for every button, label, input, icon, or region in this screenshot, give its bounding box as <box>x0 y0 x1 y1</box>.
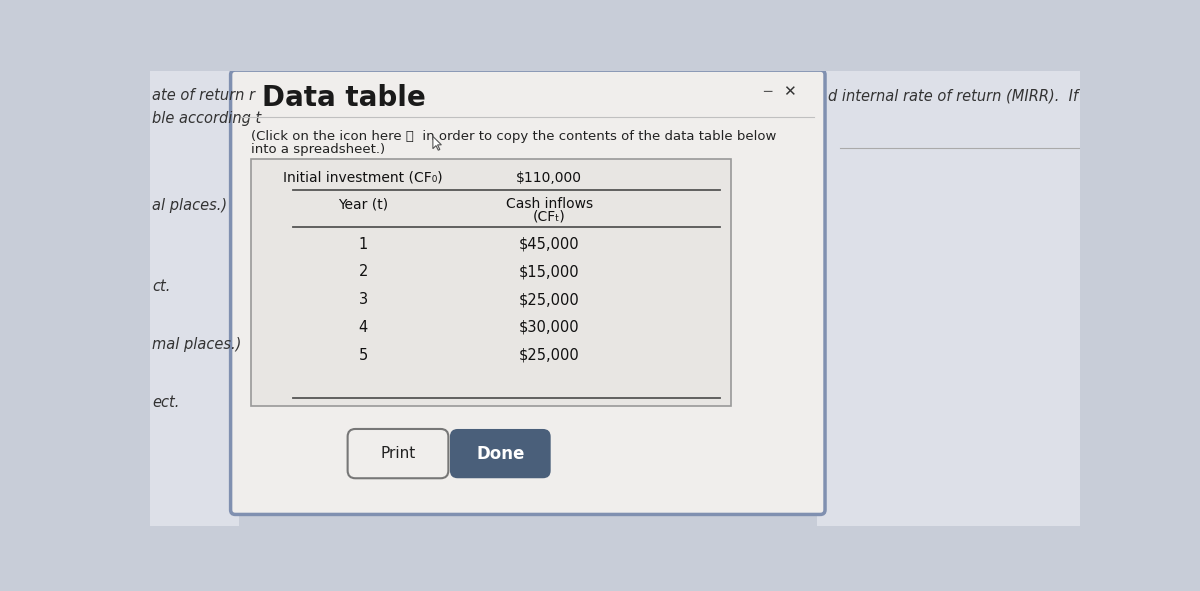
Text: (CFₜ): (CFₜ) <box>533 209 565 223</box>
Text: 4: 4 <box>359 320 367 335</box>
Text: Initial investment (CF₀): Initial investment (CF₀) <box>283 171 443 185</box>
Text: ect.: ect. <box>152 395 180 410</box>
Text: $25,000: $25,000 <box>518 292 580 307</box>
Text: Cash inflows: Cash inflows <box>505 197 593 211</box>
Text: $25,000: $25,000 <box>518 348 580 362</box>
FancyBboxPatch shape <box>230 70 826 514</box>
Text: mal places.): mal places.) <box>152 337 241 352</box>
Text: Print: Print <box>380 446 415 461</box>
Text: 3: 3 <box>359 292 367 307</box>
Text: $15,000: $15,000 <box>518 264 580 280</box>
FancyBboxPatch shape <box>150 71 239 526</box>
Text: $30,000: $30,000 <box>518 320 580 335</box>
Text: ─: ─ <box>763 85 772 99</box>
Text: ✕: ✕ <box>784 84 796 99</box>
Text: ble according t: ble according t <box>152 111 262 126</box>
FancyBboxPatch shape <box>450 429 551 478</box>
FancyBboxPatch shape <box>816 71 1080 526</box>
Text: 2: 2 <box>359 264 368 280</box>
Text: ate of return r: ate of return r <box>152 88 256 103</box>
Text: into a spreadsheet.): into a spreadsheet.) <box>251 142 385 155</box>
Text: Year (t): Year (t) <box>338 197 388 211</box>
Text: 5: 5 <box>359 348 367 362</box>
Text: al places.): al places.) <box>152 198 228 213</box>
Text: (Click on the icon here ⧉  in order to copy the contents of the data table below: (Click on the icon here ⧉ in order to co… <box>251 130 776 143</box>
Text: ct.: ct. <box>152 279 170 294</box>
FancyBboxPatch shape <box>251 160 731 406</box>
Text: Data table: Data table <box>263 84 426 112</box>
Text: 1: 1 <box>359 236 367 252</box>
Text: d internal rate of return (MIRR).  If: d internal rate of return (MIRR). If <box>828 88 1079 103</box>
Text: $45,000: $45,000 <box>518 236 580 252</box>
FancyBboxPatch shape <box>348 429 449 478</box>
Text: $110,000: $110,000 <box>516 171 582 185</box>
Polygon shape <box>433 137 442 150</box>
Text: Done: Done <box>476 444 524 463</box>
